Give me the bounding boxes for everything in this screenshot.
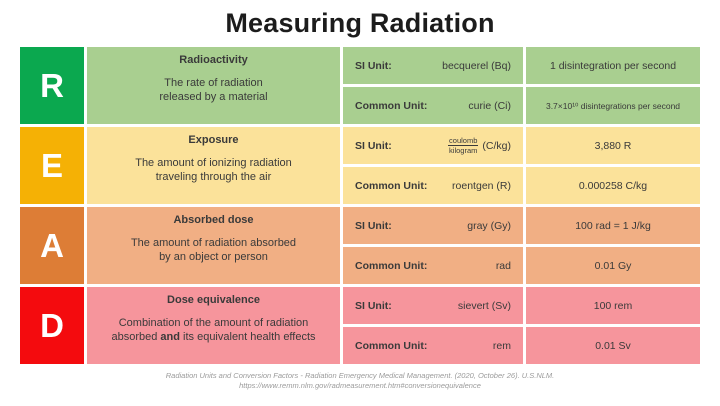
row-letter-exposure: E (20, 127, 84, 204)
description-line: The amount of radiation absorbed (130, 237, 297, 249)
si-unit-value: becquerel (Bq) (442, 59, 511, 72)
description-line: its equivalent health effects (179, 331, 316, 343)
citation-line: Radiation Units and Conversion Factors -… (165, 371, 555, 380)
si-unit-label: SI Unit: (355, 139, 392, 152)
si-unit-cell: SI Unit: coulomb kilogram (C/kg) (343, 127, 523, 164)
description-line: traveling through the air (155, 171, 272, 183)
topic-label: Radioactivity (179, 54, 248, 66)
page-title: Measuring Radiation (225, 8, 495, 38)
fraction-denominator: kilogram (449, 146, 478, 155)
common-unit-label: Common Unit: (355, 179, 428, 192)
row-letter-absorbed-dose: A (20, 207, 84, 284)
topic-label: Dose equivalence (167, 294, 260, 306)
topic-description: The amount of radiation absorbed by an o… (131, 236, 296, 264)
common-unit-cell: Common Unit: curie (Ci) (343, 87, 523, 124)
description-cell-exposure: Exposure The amount of ionizing radiatio… (87, 127, 340, 204)
description-line: The rate of radiation (164, 77, 263, 89)
row-letter-dose-equivalence: D (20, 287, 84, 364)
description-cell-dose-equivalence: Dose equivalence Combination of the amou… (87, 287, 340, 364)
topic-label: Absorbed dose (173, 214, 254, 226)
si-conversion-cell: 3,880 R (526, 127, 700, 164)
topic-description: The rate of radiation released by a mate… (159, 76, 267, 104)
si-unit-label: SI Unit: (355, 219, 392, 232)
fraction-suffix: (C/kg) (482, 139, 511, 152)
common-unit-cell: Common Unit: rem (343, 327, 523, 364)
topic-description: Combination of the amount of radiation a… (111, 316, 315, 344)
si-unit-value: coulomb kilogram (C/kg) (448, 136, 511, 155)
common-unit-label: Common Unit: (355, 339, 428, 352)
common-conversion-cell: 0.000258 C/kg (526, 167, 700, 204)
radiation-units-table: R Radioactivity The rate of radiation re… (20, 47, 700, 364)
fraction-numerator: coulomb (448, 136, 479, 146)
topic-label: Exposure (188, 134, 239, 146)
si-conversion-cell: 100 rem (526, 287, 700, 324)
si-conversion-cell: 100 rad = 1 J/kg (526, 207, 700, 244)
description-line: released by a material (159, 91, 268, 103)
si-unit-cell: SI Unit: becquerel (Bq) (343, 47, 523, 84)
common-unit-value: rad (495, 259, 511, 272)
common-unit-value: roentgen (R) (452, 179, 511, 192)
common-unit-cell: Common Unit: rad (343, 247, 523, 284)
si-conversion-cell: 1 disintegration per second (526, 47, 700, 84)
common-conversion-cell: 0.01 Gy (526, 247, 700, 284)
common-unit-label: Common Unit: (355, 259, 428, 272)
coulomb-per-kilogram-fraction: coulomb kilogram (448, 136, 479, 155)
topic-description: The amount of ionizing radiation traveli… (135, 156, 292, 184)
common-unit-value: rem (492, 339, 511, 352)
description-line: Combination of the amount of radiation (118, 317, 309, 329)
si-unit-value: gray (Gy) (467, 219, 511, 232)
common-conversion-cell: 3.7×10¹⁰ disintegrations per second (526, 87, 700, 124)
citation-url: https://www.remm.nlm.gov/radmeasurement.… (239, 381, 481, 390)
description-line: The amount of ionizing radiation (135, 157, 292, 169)
common-unit-cell: Common Unit: roentgen (R) (343, 167, 523, 204)
description-cell-absorbed-dose: Absorbed dose The amount of radiation ab… (87, 207, 340, 284)
description-line: by an object or person (159, 251, 268, 263)
row-letter-radioactivity: R (20, 47, 84, 124)
common-conversion-cell: 0.01 Sv (526, 327, 700, 364)
description-line: absorbed (111, 331, 161, 343)
description-bold-word: and (160, 331, 180, 343)
si-unit-cell: SI Unit: gray (Gy) (343, 207, 523, 244)
citation-footer: Radiation Units and Conversion Factors -… (0, 371, 720, 391)
si-unit-cell: SI Unit: sievert (Sv) (343, 287, 523, 324)
common-unit-label: Common Unit: (355, 99, 428, 112)
si-unit-label: SI Unit: (355, 299, 392, 312)
common-unit-value: curie (Ci) (468, 99, 511, 112)
si-unit-value: sievert (Sv) (457, 299, 511, 312)
description-cell-radioactivity: Radioactivity The rate of radiation rele… (87, 47, 340, 124)
si-unit-label: SI Unit: (355, 59, 392, 72)
